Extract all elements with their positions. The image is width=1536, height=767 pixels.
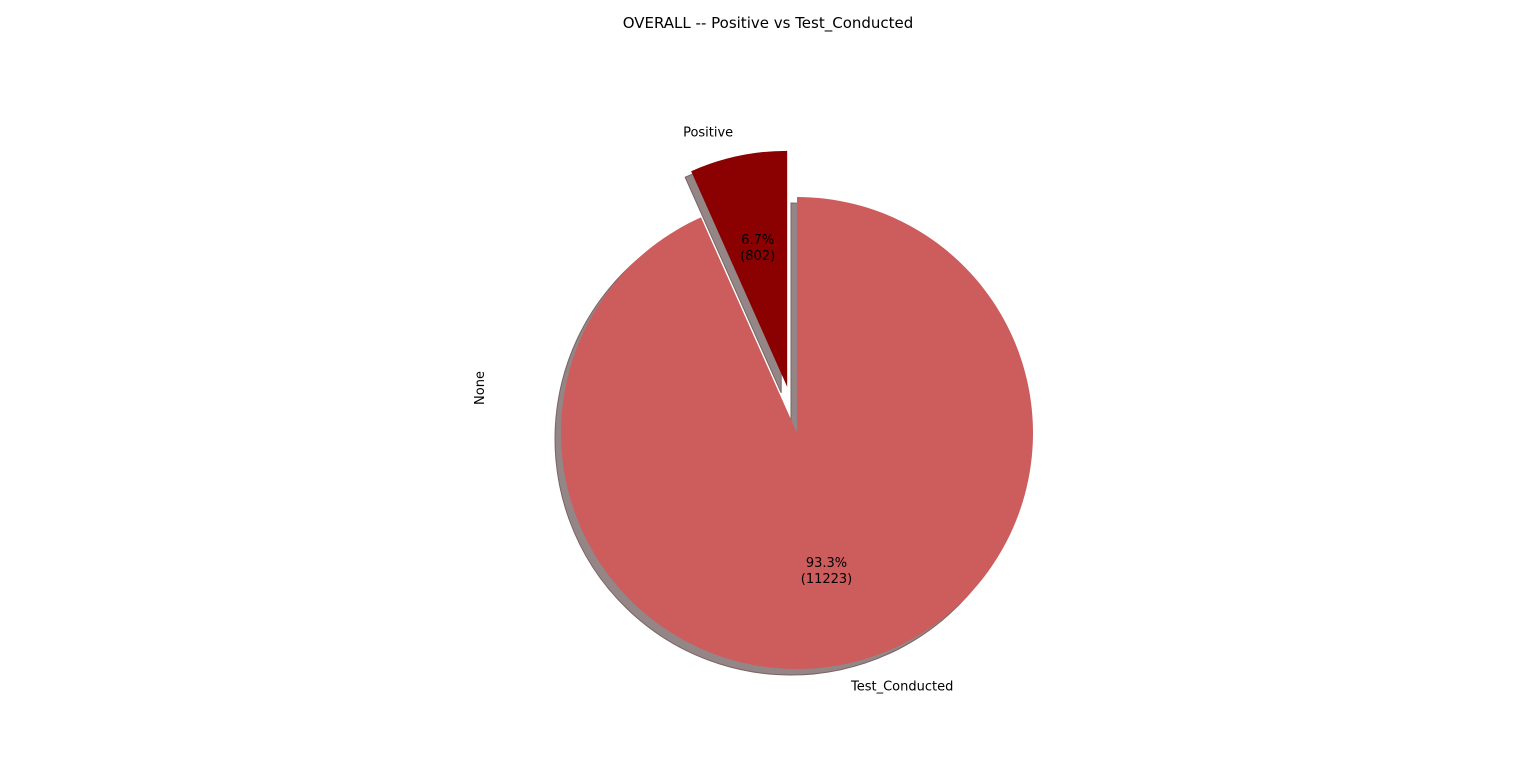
slice-count-test-conducted: (11223) bbox=[801, 572, 853, 587]
y-axis-label: None bbox=[473, 371, 488, 405]
slice-count-positive: (802) bbox=[740, 249, 775, 264]
slice-test-conducted bbox=[560, 197, 1033, 669]
chart-title: OVERALL -- Positive vs Test_Conducted bbox=[623, 14, 914, 33]
slice-percent-positive: 6.7% bbox=[741, 233, 774, 248]
slice-positive bbox=[691, 150, 788, 387]
slice-percent-test-conducted: 93.3% bbox=[806, 556, 847, 571]
slice-label-positive: Positive bbox=[683, 125, 733, 140]
label-layer: Positive 6.7%(802) Test_Conducted 93.3%(112… bbox=[683, 125, 953, 694]
slice-label-test-conducted: Test_Conducted bbox=[850, 679, 953, 694]
slice-layer bbox=[560, 150, 1033, 669]
